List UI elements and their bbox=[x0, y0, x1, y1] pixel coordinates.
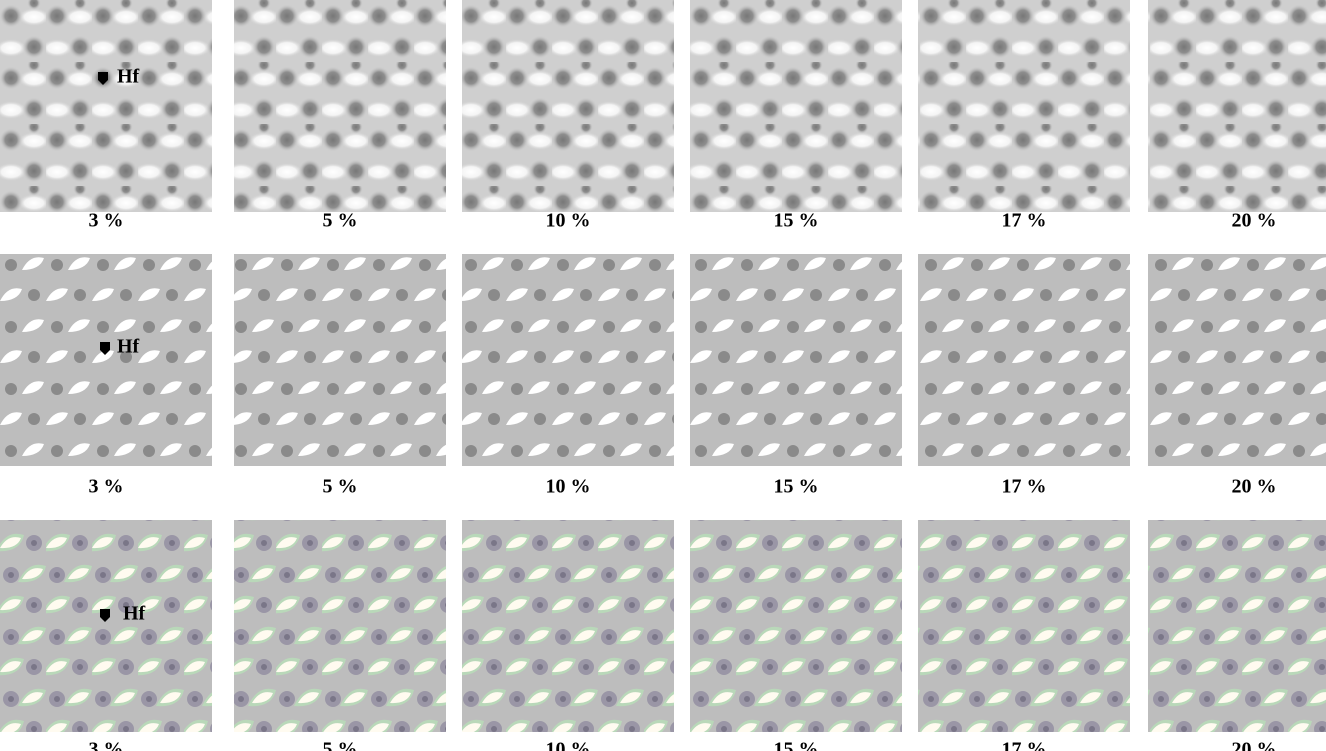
simulation-panel bbox=[234, 0, 446, 212]
figure: 3 % 5 % 10 % 15 % 17 % 20 % Hf 3 % 5 % 10 % 15 % 17… bbox=[0, 0, 1326, 751]
simulation-panel bbox=[918, 254, 1130, 466]
panel-label: 17 % bbox=[1002, 739, 1047, 751]
simulation-panel bbox=[0, 0, 212, 212]
panel-label: 3 % bbox=[89, 210, 124, 232]
panel-label: 20 % bbox=[1232, 739, 1277, 751]
simulation-panel bbox=[462, 254, 674, 466]
simulation-panel bbox=[234, 254, 446, 466]
simulation-panel bbox=[0, 254, 212, 466]
simulation-panel bbox=[1148, 520, 1326, 732]
simulation-panel bbox=[1148, 0, 1326, 212]
simulation-panel bbox=[462, 0, 674, 212]
simulation-panel bbox=[918, 0, 1130, 212]
simulation-panel bbox=[1148, 254, 1326, 466]
hf-label: Hf bbox=[117, 336, 140, 358]
simulation-panel bbox=[918, 520, 1130, 732]
panel-label: 5 % bbox=[323, 476, 358, 498]
simulation-panel bbox=[0, 520, 212, 732]
panel-label: 17 % bbox=[1002, 476, 1047, 498]
hf-label: Hf bbox=[117, 66, 140, 88]
simulation-panel bbox=[690, 0, 902, 212]
panel-label: 20 % bbox=[1232, 476, 1277, 498]
panel-label: 10 % bbox=[546, 210, 591, 232]
panel-label: 5 % bbox=[323, 739, 358, 751]
simulation-panel bbox=[462, 520, 674, 732]
panel-label: 5 % bbox=[323, 210, 358, 232]
panel-label: 15 % bbox=[774, 739, 819, 751]
simulation-panel bbox=[234, 520, 446, 732]
panel-label: 15 % bbox=[774, 210, 819, 232]
hf-label: Hf bbox=[123, 603, 146, 625]
panel-label: 10 % bbox=[546, 739, 591, 751]
panel-label: 3 % bbox=[89, 476, 124, 498]
simulation-panel bbox=[690, 254, 902, 466]
panel-label: 17 % bbox=[1002, 210, 1047, 232]
panel-label: 3 % bbox=[89, 739, 124, 751]
simulation-panel bbox=[690, 520, 902, 732]
panel-label: 15 % bbox=[774, 476, 819, 498]
panel-label: 10 % bbox=[546, 476, 591, 498]
panel-label: 20 % bbox=[1232, 210, 1277, 232]
